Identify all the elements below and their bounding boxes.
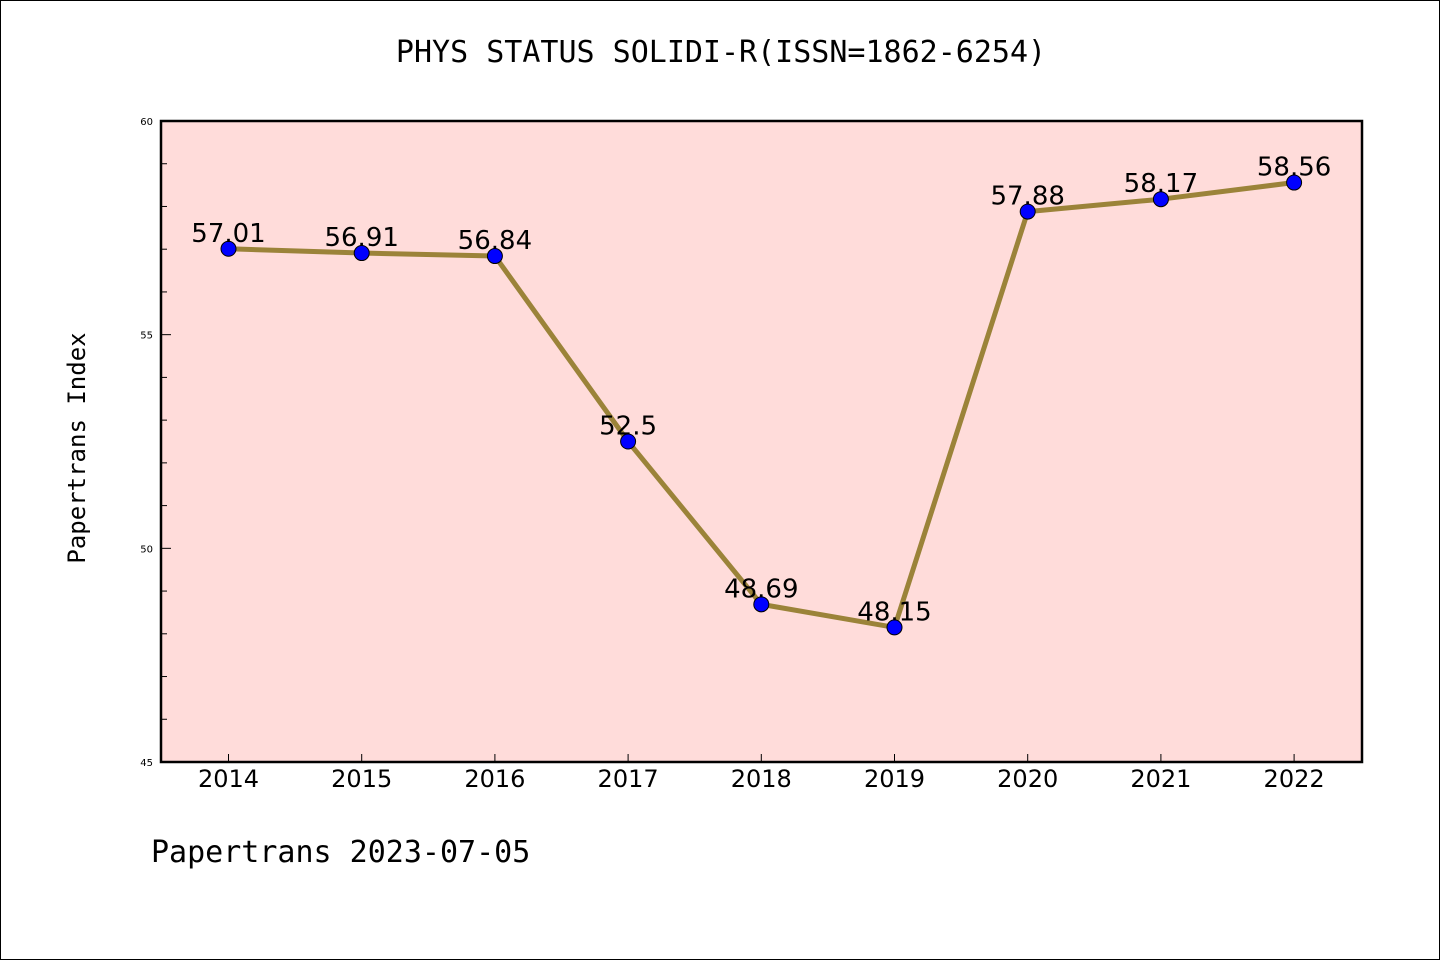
data-point bbox=[486, 248, 503, 265]
data-label: 56.91 bbox=[324, 223, 398, 253]
x-tick-label: 2016 bbox=[464, 765, 525, 793]
x-tick-label: 2017 bbox=[598, 765, 659, 793]
data-label: 57.01 bbox=[191, 219, 265, 249]
data-points bbox=[220, 174, 1303, 636]
footer-note: Papertrans 2023-07-05 bbox=[151, 835, 531, 870]
data-label: 58.17 bbox=[1124, 169, 1198, 199]
y-tick-label: 45 bbox=[140, 758, 153, 769]
y-axis: 45 50 55 60 bbox=[140, 117, 171, 769]
data-point bbox=[886, 619, 903, 636]
plot-area bbox=[159, 119, 1364, 764]
x-tick-label: 2015 bbox=[331, 765, 392, 793]
data-label: 48.69 bbox=[724, 574, 798, 604]
x-tick-label: 2021 bbox=[1130, 765, 1191, 793]
data-point bbox=[1019, 203, 1036, 220]
data-point bbox=[353, 245, 370, 262]
chart-title: PHYS STATUS SOLIDI-R(ISSN=1862-6254) bbox=[395, 35, 1047, 70]
data-labels: 57.01 56.91 56.84 52.5 48.69 48.15 57.88 58.17 5… bbox=[191, 153, 1331, 628]
data-label: 48.15 bbox=[857, 597, 931, 627]
data-point bbox=[620, 433, 637, 450]
data-label: 58.56 bbox=[1257, 153, 1331, 183]
data-point bbox=[753, 596, 770, 613]
x-tick-label: 2014 bbox=[198, 765, 259, 793]
y-tick-label: 60 bbox=[140, 117, 153, 128]
data-point bbox=[1152, 191, 1169, 208]
y-tick-label: 55 bbox=[140, 331, 153, 342]
data-point bbox=[220, 240, 237, 257]
data-label: 57.88 bbox=[990, 182, 1064, 212]
x-tick-label: 2019 bbox=[864, 765, 925, 793]
x-axis: 2014 2015 2016 2017 2018 2019 2020 2021 2022 bbox=[198, 754, 1325, 793]
data-point bbox=[1286, 174, 1303, 191]
x-tick-label: 2022 bbox=[1264, 765, 1325, 793]
x-tick-label: 2018 bbox=[731, 765, 792, 793]
data-label: 56.84 bbox=[458, 226, 532, 256]
y-tick-label: 50 bbox=[140, 544, 153, 555]
x-tick-label: 2020 bbox=[997, 765, 1058, 793]
data-label: 52.5 bbox=[599, 412, 657, 442]
